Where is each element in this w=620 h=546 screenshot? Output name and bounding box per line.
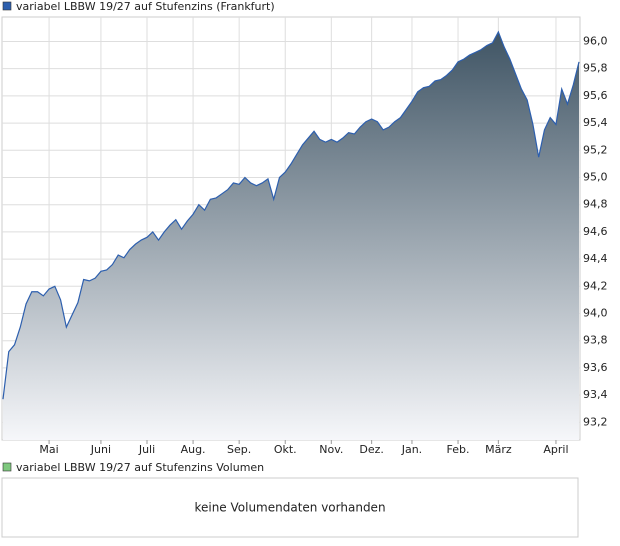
y-tick-label: 94,0 <box>583 307 608 320</box>
volume-message: keine Volumendaten vorhanden <box>194 501 385 515</box>
legend-swatch <box>2 1 12 11</box>
line <box>2 30 580 400</box>
volume-frame <box>1 477 579 538</box>
y-tick-label: 94,4 <box>583 252 608 265</box>
y-tick-label: 95,2 <box>583 143 608 156</box>
y-tick-label: 95,8 <box>583 62 608 75</box>
y-tick-label: 93,4 <box>583 388 608 401</box>
y-tick-label: 93,6 <box>583 361 608 374</box>
x-tick-label: April <box>543 443 568 456</box>
x-tick-label: Mai <box>39 443 58 456</box>
area <box>3 31 579 441</box>
x-tick-label: Sep. <box>227 443 251 456</box>
x-tick-label: Aug. <box>181 443 206 456</box>
x-tick-label: März <box>485 443 512 456</box>
plot <box>2 17 580 444</box>
y-tick-label: 93,2 <box>583 415 608 428</box>
legend-label: variabel LBBW 19/27 auf Stufenzins Volum… <box>16 461 264 474</box>
y-tick-label: 96,0 <box>583 34 608 47</box>
x-tick-label: Juni <box>90 443 111 456</box>
legend-label: variabel LBBW 19/27 auf Stufenzins (Fran… <box>16 0 275 13</box>
y-tick-label: 95,4 <box>583 116 608 129</box>
y-tick-label: 95,0 <box>583 170 608 183</box>
x-tick-label: Okt. <box>274 443 297 456</box>
legend-swatch <box>2 462 12 472</box>
y-tick-label: 93,8 <box>583 334 608 347</box>
y-tick-label: 94,8 <box>583 198 608 211</box>
x-tick-label: Jan. <box>401 443 422 456</box>
x-tick-label: Feb. <box>447 443 470 456</box>
x-tick-label: Dez. <box>359 443 384 456</box>
y-tick-label: 94,6 <box>583 225 608 238</box>
x-tick-label: Nov. <box>319 443 343 456</box>
y-tick-label: 95,6 <box>583 89 608 102</box>
y-tick-label: 94,2 <box>583 279 608 292</box>
x-tick-label: Juli <box>138 443 155 456</box>
